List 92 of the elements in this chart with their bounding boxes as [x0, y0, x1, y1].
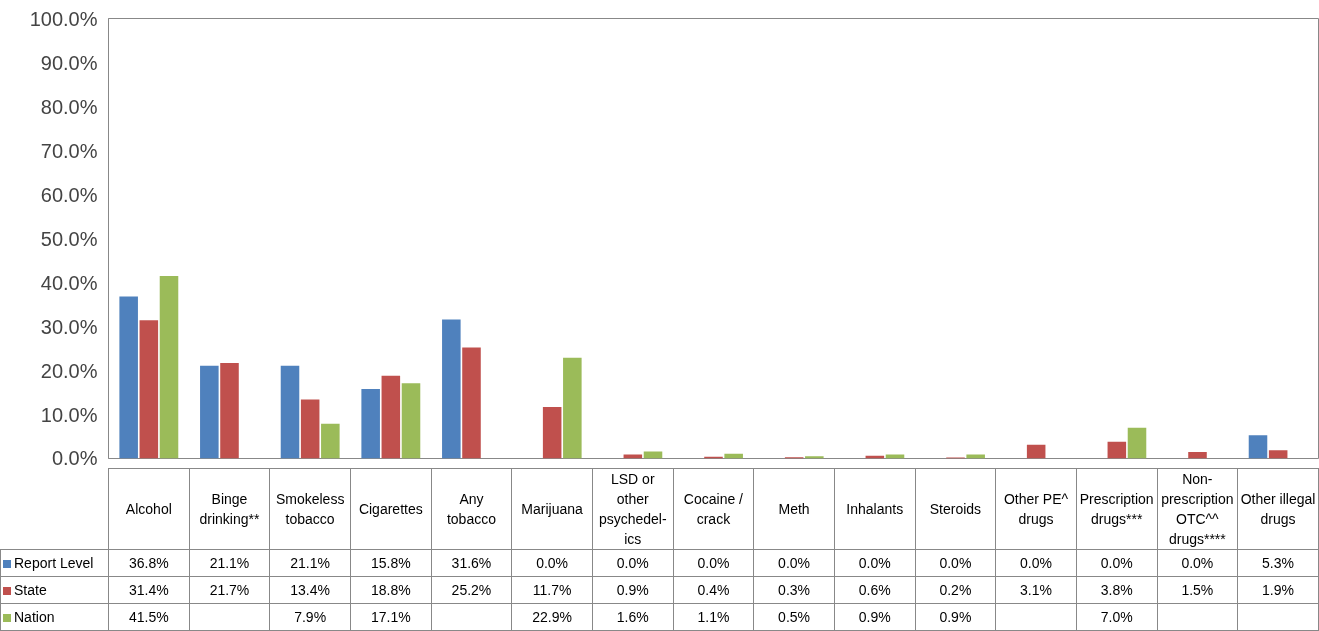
y-tick-label: 0.0%: [51, 446, 98, 469]
bar: [159, 275, 179, 459]
x-tick-label: Other PE^ drugs: [995, 468, 1077, 550]
data-label: 21.1%: [269, 549, 351, 577]
bar: [280, 365, 300, 459]
data-label: 0.9%: [592, 576, 674, 604]
legend-label: State: [0, 576, 109, 604]
bar: [805, 456, 824, 459]
y-tick-label: 50.0%: [40, 227, 98, 250]
bar: [381, 375, 401, 459]
data-label: 0.0%: [511, 549, 593, 577]
x-tick-label: Any tobacco: [431, 468, 512, 550]
bar: [563, 357, 582, 459]
data-label: 0.0%: [995, 549, 1077, 577]
x-tick-label: Meth: [753, 468, 835, 550]
data-label: 1.5%: [1157, 576, 1238, 604]
bar: [139, 320, 159, 459]
data-label: 36.8%: [108, 549, 190, 577]
data-label: 15.8%: [350, 549, 432, 577]
data-label: 31.6%: [431, 549, 512, 577]
data-label: 0.3%: [753, 576, 835, 604]
x-tick-label: Cocaine / crack: [673, 468, 754, 550]
data-label: 0.9%: [834, 603, 916, 631]
data-label: 1.6%: [592, 603, 674, 631]
data-label: 1.9%: [1237, 576, 1319, 604]
bar: [200, 365, 219, 459]
data-label: 7.9%: [269, 603, 351, 631]
bar: [220, 363, 239, 459]
bar: [300, 399, 320, 459]
data-label: 0.0%: [1076, 549, 1158, 577]
data-label: 1.1%: [673, 603, 754, 631]
data-label: 0.6%: [834, 576, 916, 604]
y-tick-label: 10.0%: [40, 403, 98, 426]
x-tick-label: LSD or other psychedel-ics: [592, 468, 674, 550]
y-tick-label: 100.0%: [29, 7, 98, 30]
data-label: 0.0%: [1157, 549, 1238, 577]
x-tick-label: Prescription drugs***: [1076, 468, 1158, 550]
bar: [1026, 444, 1046, 459]
data-label: 0.0%: [753, 549, 835, 577]
data-label: 0.0%: [592, 549, 674, 577]
data-label: 0.0%: [915, 549, 996, 577]
bar: [119, 296, 138, 459]
data-label: 5.3%: [1237, 549, 1319, 577]
data-label: 21.7%: [189, 576, 270, 604]
bar: [1188, 451, 1207, 459]
y-tick-label: 90.0%: [40, 51, 98, 74]
x-tick-label: Non-prescription OTC^^ drugs****: [1157, 468, 1238, 550]
data-label: 0.9%: [915, 603, 996, 631]
bar: [542, 407, 562, 459]
bar: [361, 388, 380, 459]
y-tick-label: 80.0%: [40, 95, 98, 118]
y-tick-label: 60.0%: [40, 183, 98, 206]
data-label: 0.2%: [915, 576, 996, 604]
data-label: 21.1%: [189, 549, 270, 577]
x-tick-label: Marijuana: [511, 468, 593, 550]
x-tick-label: Other illegal drugs: [1237, 468, 1319, 550]
bar: [462, 347, 481, 459]
data-label: 18.8%: [350, 576, 432, 604]
x-tick-label: Inhalants: [834, 468, 916, 550]
x-tick-label: Alcohol: [108, 468, 190, 550]
data-label: 3.8%: [1076, 576, 1158, 604]
data-label: 13.4%: [269, 576, 351, 604]
data-label: 0.4%: [673, 576, 754, 604]
data-label: 0.0%: [673, 549, 754, 577]
bar: [1248, 435, 1268, 459]
legend-label: Report Level: [0, 549, 109, 577]
data-label: 0.0%: [834, 549, 916, 577]
y-tick-label: 20.0%: [40, 359, 98, 382]
x-tick-label: Binge drinking**: [189, 468, 270, 550]
data-label: 7.0%: [1076, 603, 1158, 631]
x-tick-label: Cigarettes: [350, 468, 432, 550]
data-label: 25.2%: [431, 576, 512, 604]
bar: [442, 319, 461, 459]
y-tick-label: 70.0%: [40, 139, 98, 162]
bar: [1268, 450, 1288, 459]
y-tick-label: 30.0%: [40, 315, 98, 338]
x-tick-label: Steroids: [915, 468, 996, 550]
bar: [1127, 427, 1147, 459]
data-label: 31.4%: [108, 576, 190, 604]
bar: [321, 423, 340, 459]
bar: [401, 383, 421, 459]
bar: [1107, 441, 1127, 459]
x-tick-label: Smokeless tobacco: [269, 468, 351, 550]
y-tick-label: 40.0%: [40, 271, 98, 294]
data-label: 17.1%: [350, 603, 432, 631]
data-label: 3.1%: [995, 576, 1077, 604]
data-label: 41.5%: [108, 603, 190, 631]
data-label: 11.7%: [511, 576, 593, 604]
data-label: 22.9%: [511, 603, 593, 631]
bar: [643, 451, 663, 459]
legend-label: Nation: [0, 603, 109, 631]
data-label: 0.5%: [753, 603, 835, 631]
